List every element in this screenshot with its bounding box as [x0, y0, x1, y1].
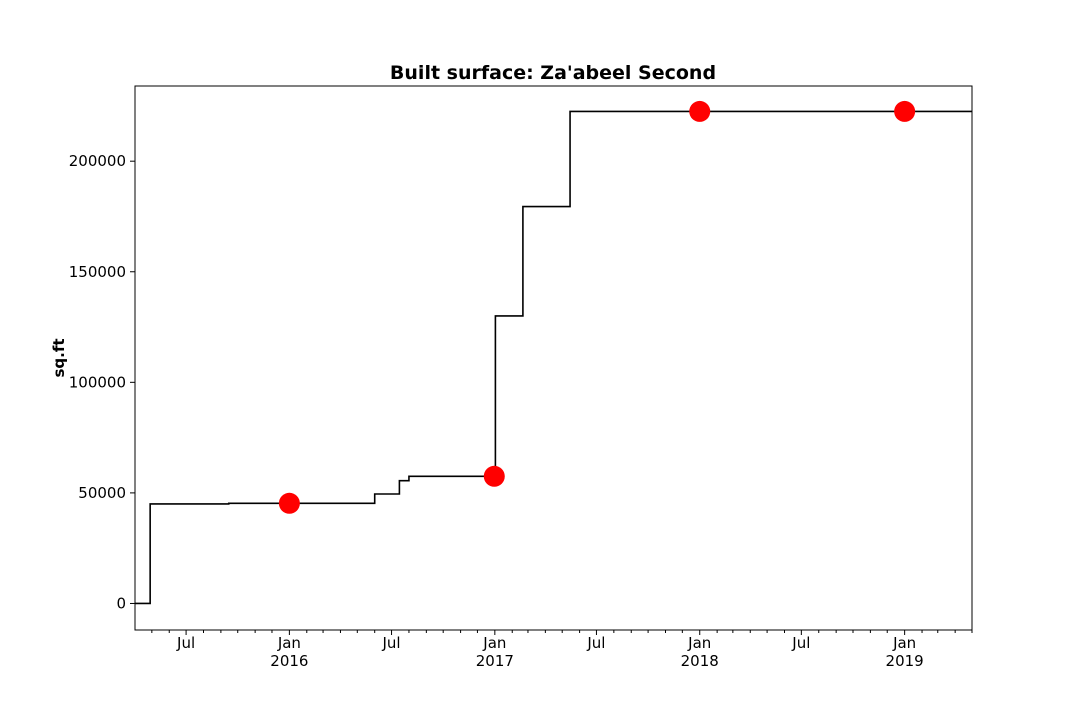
x-tick-label: Jul: [381, 634, 400, 652]
series-layer: [135, 100, 972, 605]
axes-frame: [134, 85, 973, 631]
y-tick-label: 150000: [69, 263, 126, 281]
x-tick-label: Jan 2016: [270, 634, 308, 670]
y-ticks: 0 50000 100000 150000 200000: [69, 152, 135, 612]
chart-title: Built surface: Za'abeel Second: [390, 62, 716, 84]
x-tick-label: Jul: [586, 634, 605, 652]
marker-point: [483, 465, 505, 487]
y-tick-label: 100000: [69, 373, 126, 391]
x-tick-label: Jul: [176, 634, 195, 652]
marker-point: [278, 492, 300, 514]
x-tick-label: Jan 2019: [886, 634, 924, 670]
step-line-series: [135, 110, 972, 605]
y-axis-label: sq.ft: [50, 338, 68, 377]
y-tick-label: 200000: [69, 152, 126, 170]
x-tick-label: Jan 2017: [476, 634, 514, 670]
x-ticks: Jul Jan 2016 Jul Jan 2017 Jul Jan 2018 Jul Jan 2019: [151, 630, 973, 670]
y-tick-label: 50000: [78, 484, 126, 502]
x-tick-label: Jan 2018: [681, 634, 719, 670]
marker-point: [894, 100, 916, 122]
x-tick-label: Jul: [791, 634, 810, 652]
plot-area: 0 50000 100000 150000 200000 Jul Jan 2016 Jul Ja…: [69, 85, 973, 670]
y-tick-label: 0: [116, 594, 126, 612]
marker-point: [689, 100, 711, 122]
